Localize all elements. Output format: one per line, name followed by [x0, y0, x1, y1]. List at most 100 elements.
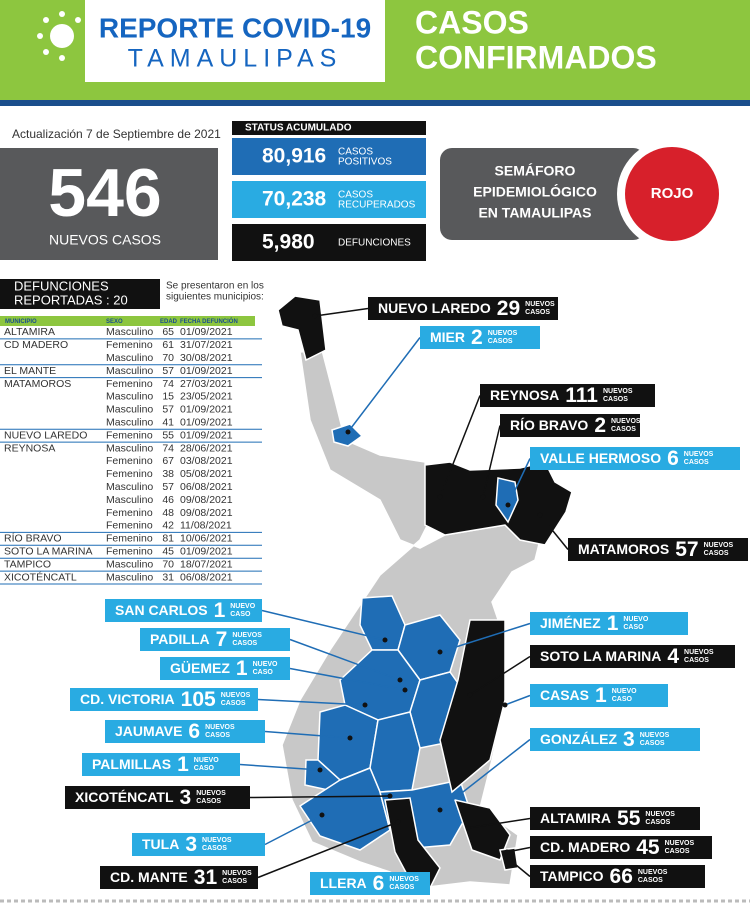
leader-line: [509, 859, 531, 878]
edad: 74: [162, 442, 174, 454]
callout-count: 3: [623, 728, 635, 751]
callout-label: NUEVOS: [389, 876, 419, 883]
subtitle: TAMAULIPAS: [128, 45, 343, 73]
status-label: CASOS: [338, 190, 373, 201]
municipio: TAMPICO: [4, 558, 51, 570]
fecha: 03/08/2021: [180, 455, 233, 467]
leader-line: [264, 730, 351, 739]
leader-dot: [505, 502, 511, 508]
callout-box: [160, 657, 290, 680]
municipio: RÍO BRAVO: [4, 532, 62, 545]
fecha: 09/08/2021: [180, 494, 233, 506]
callout-box: [530, 645, 735, 668]
callout-label: NUEVOS: [222, 870, 252, 877]
callout-name: PADILLA: [150, 631, 210, 647]
callout-name: MIER: [430, 329, 465, 345]
fecha: 01/09/2021: [180, 546, 233, 558]
leader-dot: [504, 849, 510, 855]
title-box: [85, 0, 385, 82]
status-box: [232, 224, 426, 261]
callout-label: CASOS: [645, 819, 670, 826]
sexo: Masculino: [106, 365, 153, 377]
callout-box: [530, 728, 700, 751]
status-label: RECUPERADOS: [338, 200, 416, 211]
callout-label: NUEVOS: [704, 542, 734, 549]
section-title: CASOS: [415, 4, 529, 40]
callout-label: CASOS: [232, 640, 257, 647]
column-header: EDAD: [160, 319, 178, 325]
municipio: NUEVO LAREDO: [4, 429, 87, 441]
callout-name: CD. MANTE: [110, 869, 188, 885]
callout-label: NUEVOS: [202, 837, 232, 844]
callout-count: 111: [565, 384, 598, 407]
edad: 65: [162, 326, 174, 338]
callout-box: [530, 865, 705, 888]
callout-count: 1: [177, 753, 189, 776]
fecha: 28/06/2021: [180, 442, 233, 454]
callout-count: 1: [607, 612, 619, 635]
fecha: 06/08/2021: [180, 571, 233, 583]
callout-label: CASOS: [704, 550, 729, 557]
callout-count: 7: [216, 628, 228, 651]
sexo: Masculino: [106, 571, 153, 583]
deaths-title-box: [0, 279, 160, 309]
status-label: DEFUNCIONES: [338, 238, 411, 249]
leader-line: [539, 514, 569, 550]
sexo: Masculino: [106, 326, 153, 338]
sexo: Masculino: [106, 391, 153, 403]
leader-dot: [465, 825, 471, 831]
edad: 61: [162, 339, 174, 351]
leader-line: [467, 817, 531, 829]
callout-label: CASOS: [222, 878, 247, 885]
edad: 70: [162, 558, 174, 570]
callout-label: CASO: [194, 765, 215, 772]
callout-name: JIMÉNEZ: [540, 615, 601, 631]
edad: 57: [162, 404, 174, 416]
sexo: Masculino: [106, 494, 153, 506]
deaths-title: DEFUNCIONES: [14, 278, 109, 293]
callout-name: PALMILLAS: [92, 756, 171, 772]
sexo: Femenino: [106, 429, 153, 441]
status-title: STATUS ACUMULADO: [245, 123, 352, 134]
callout-name: GÜEMEZ: [170, 660, 230, 676]
callout-name: SAN CARLOS: [115, 602, 208, 618]
leader-dot: [347, 735, 353, 741]
leader-dot: [319, 812, 325, 818]
sexo: Masculino: [106, 558, 153, 570]
map: [277, 295, 573, 889]
leader-line: [257, 821, 399, 879]
leader-dot: [537, 512, 543, 518]
callout-count: 105: [181, 688, 216, 711]
leader-line: [289, 638, 401, 681]
leader-line: [469, 655, 531, 696]
callout-count: 1: [236, 657, 248, 680]
callout-label: NUEVO: [253, 661, 278, 668]
column-header: MUNICIPIO: [5, 319, 37, 325]
deaths-note: siguientes municipios:: [166, 292, 264, 303]
leader-line: [439, 622, 531, 653]
edad: 38: [162, 468, 174, 480]
semaforo-status: ROJO: [651, 185, 694, 202]
leader-line: [482, 425, 501, 498]
callout-name: GONZÁLEZ: [540, 731, 617, 747]
leader-dot: [317, 767, 323, 773]
callout-name: TULA: [142, 836, 179, 852]
status-title-box: [232, 121, 426, 135]
callout-label: NUEVOS: [684, 649, 714, 656]
leader-dot: [502, 702, 508, 708]
sexo: Femenino: [106, 546, 153, 558]
fecha: 01/09/2021: [180, 404, 233, 416]
fecha: 23/05/2021: [180, 391, 233, 403]
edad: 31: [162, 571, 174, 583]
semaforo-label: SEMÁFORO: [495, 163, 576, 179]
leader-line: [507, 458, 531, 506]
edad: 57: [162, 481, 174, 493]
status-value: 5,980: [262, 231, 315, 254]
deaths-subtitle: REPORTADAS : 20: [14, 292, 128, 307]
sexo: Femenino: [106, 533, 153, 545]
callout-box: [368, 297, 558, 320]
callout-count: 55: [617, 807, 641, 830]
update-date: Actualización 7 de Septiembre de 2021: [12, 127, 221, 141]
sexo: Masculino: [106, 404, 153, 416]
callout-box: [70, 688, 258, 711]
